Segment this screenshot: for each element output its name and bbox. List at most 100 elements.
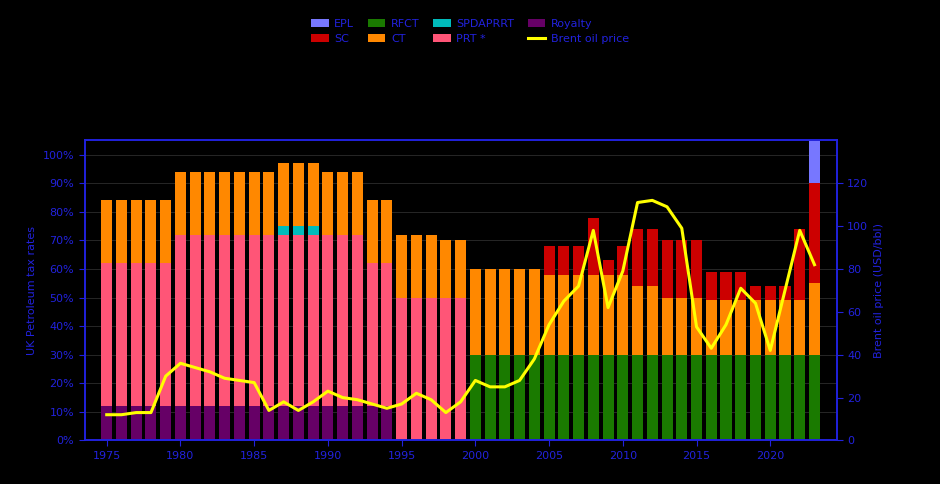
Bar [426,298,437,440]
Legend: EPL, SC, RFCT, CT, SPDAPRRT, PRT *, Royalty, Brent oil price: EPL, SC, RFCT, CT, SPDAPRRT, PRT *, Roya… [307,15,633,47]
Bar [647,355,658,440]
Bar [175,172,186,235]
Bar [278,163,290,226]
Bar [278,406,290,440]
Bar [484,355,495,440]
Bar [706,301,717,355]
Bar [603,275,614,355]
Bar [779,286,791,301]
Bar [765,301,776,355]
Bar [588,217,599,275]
Bar [765,355,776,440]
Bar [219,235,230,406]
Bar [662,298,672,355]
Bar [249,406,259,440]
Bar [337,235,348,406]
Bar [543,275,555,355]
Bar [676,241,687,298]
Bar [470,355,481,440]
Bar [426,235,437,298]
Bar [809,355,820,440]
Bar [146,406,156,440]
Bar [234,235,245,406]
Bar [146,200,156,263]
Bar [278,235,290,406]
Bar [352,235,363,406]
Bar [263,172,274,235]
Bar [809,69,820,183]
Bar [396,298,407,440]
Bar [116,200,127,263]
Bar [367,406,378,440]
Bar [779,355,791,440]
Bar [529,355,540,440]
Bar [735,355,746,440]
Bar [160,263,171,406]
Bar [809,283,820,355]
Bar [647,286,658,355]
Bar [499,355,510,440]
Bar [190,235,201,406]
Bar [219,172,230,235]
Bar [322,172,334,235]
Bar [234,406,245,440]
Bar [632,355,643,440]
Bar [779,301,791,355]
Bar [293,226,304,235]
Bar [293,406,304,440]
Bar [706,272,717,301]
Bar [618,246,628,275]
Bar [204,235,215,406]
Y-axis label: UK Petroleum tax rates: UK Petroleum tax rates [27,226,37,355]
Bar [175,406,186,440]
Bar [632,229,643,286]
Bar [396,235,407,298]
Bar [573,275,584,355]
Bar [588,355,599,440]
Bar [263,235,274,406]
Bar [720,272,731,301]
Bar [603,355,614,440]
Bar [750,355,761,440]
Bar [307,163,319,226]
Bar [618,275,628,355]
Bar [175,235,186,406]
Bar [278,226,290,235]
Bar [440,241,451,298]
Bar [529,269,540,355]
Bar [146,263,156,406]
Bar [720,355,731,440]
Bar [160,200,171,263]
Bar [234,172,245,235]
Bar [735,272,746,301]
Bar [322,406,334,440]
Bar [691,355,702,440]
Bar [116,263,127,406]
Bar [293,163,304,226]
Bar [676,355,687,440]
Bar [367,263,378,406]
Bar [116,406,127,440]
Bar [676,298,687,355]
Bar [662,355,672,440]
Bar [131,263,142,406]
Bar [470,269,481,355]
Bar [558,275,570,355]
Bar [382,406,392,440]
Bar [190,172,201,235]
Bar [720,301,731,355]
Bar [603,260,614,275]
Bar [367,200,378,263]
Bar [735,301,746,355]
Bar [411,298,422,440]
Bar [160,406,171,440]
Bar [543,355,555,440]
Bar [455,241,466,298]
Bar [750,301,761,355]
Bar [558,355,570,440]
Bar [293,235,304,406]
Bar [307,226,319,235]
Bar [249,172,259,235]
Bar [514,269,525,355]
Y-axis label: Brent oil price (USD/bbl): Brent oil price (USD/bbl) [873,223,884,358]
